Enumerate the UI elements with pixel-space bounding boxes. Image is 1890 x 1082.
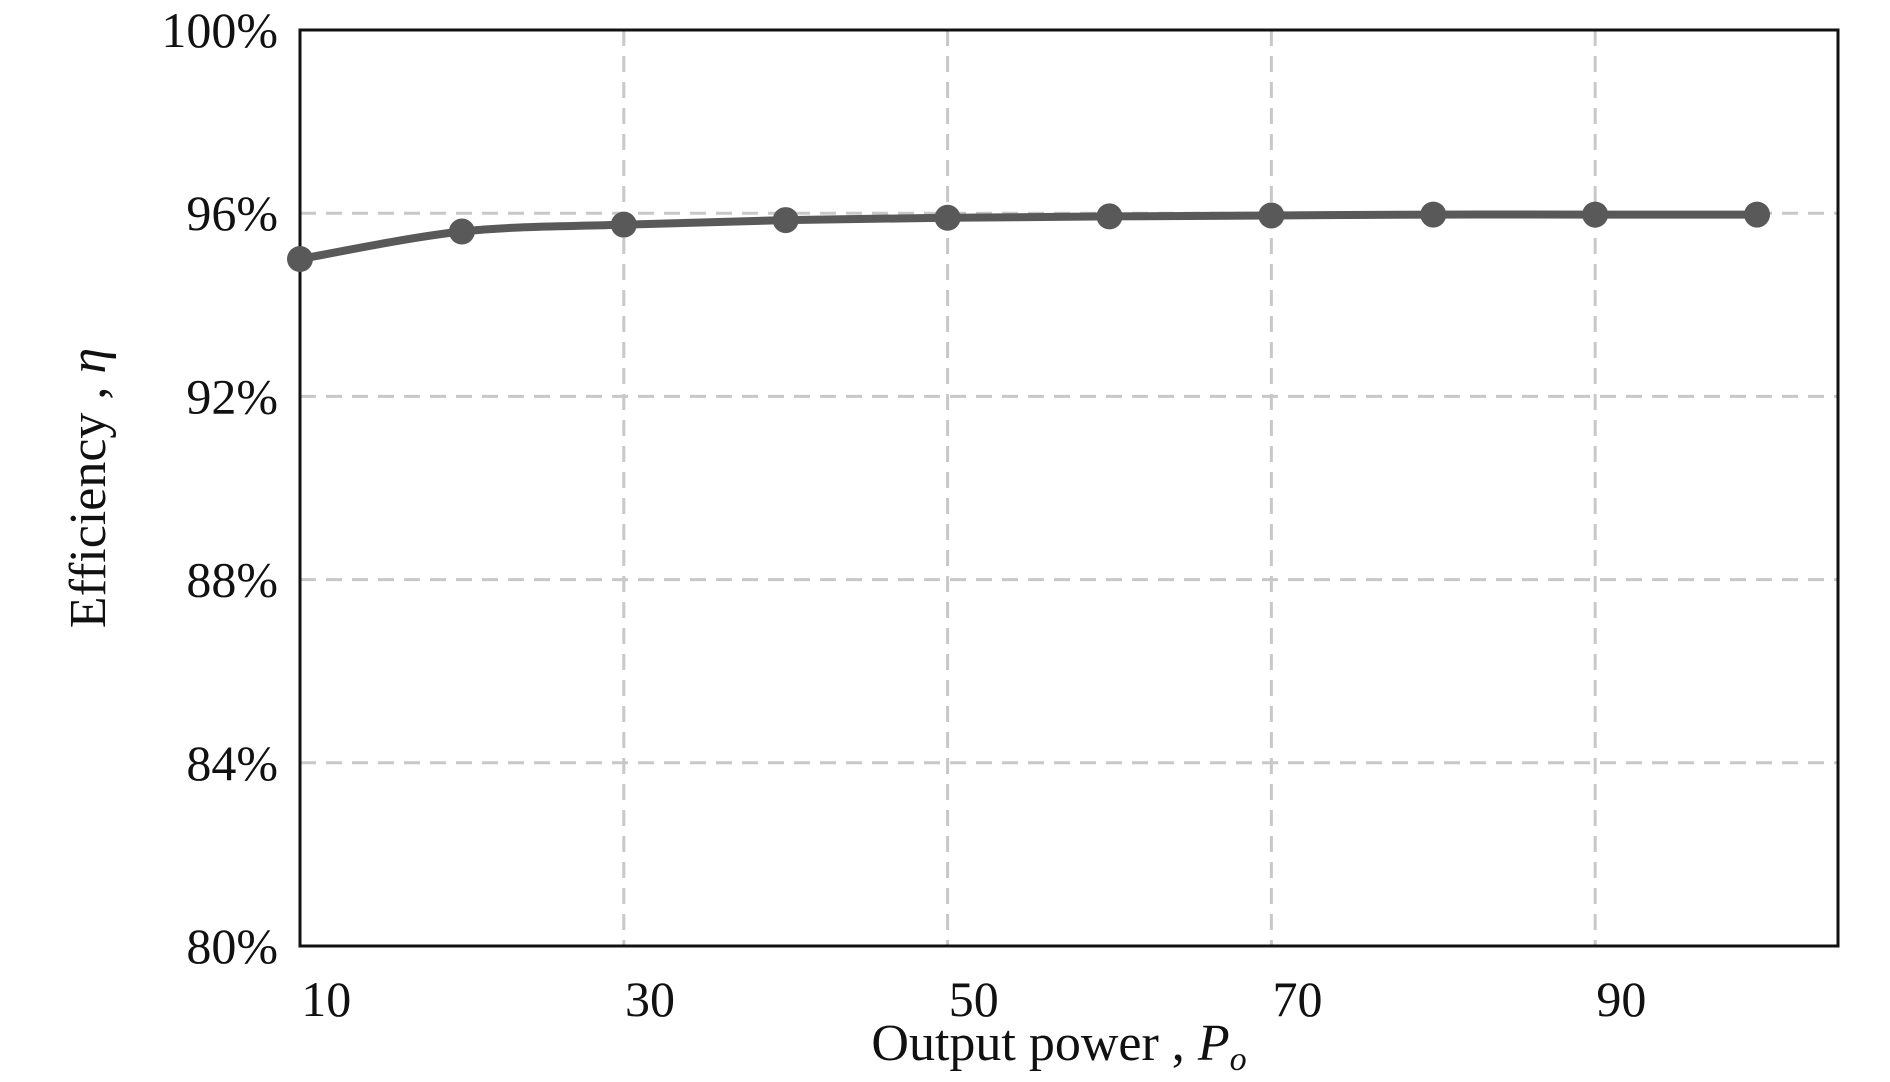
x-axis-symbol: P: [1197, 1015, 1230, 1072]
y-tick-label: 96%: [186, 185, 278, 241]
x-tick-label: 70: [1273, 971, 1323, 1027]
plot-frame: [298, 28, 1840, 948]
data-point: [772, 207, 799, 234]
grid-layer: [300, 30, 1838, 946]
data-point: [1744, 201, 1771, 228]
data-point: [287, 246, 313, 272]
x-axis-title-text: Output power ,: [871, 1015, 1197, 1072]
series-layer: [287, 201, 1771, 272]
y-axis-symbol: η: [60, 348, 117, 374]
x-tick-label: 10: [301, 971, 351, 1027]
y-tick-label: 100%: [161, 2, 278, 58]
y-axis-title: Efficiency , η: [60, 348, 117, 628]
x-tick-label: 50: [949, 971, 999, 1027]
x-tick-label: 90: [1596, 971, 1646, 1027]
series-line: [296, 210, 1762, 263]
y-tick-label: 88%: [186, 552, 278, 608]
tick-label-layer: 80% 84% 88% 92% 96% 100% 10 30 50 70 90: [161, 2, 1646, 1027]
y-tick-label: 84%: [186, 735, 278, 791]
data-point: [1420, 201, 1447, 228]
y-tick-label: 80%: [186, 918, 278, 974]
y-axis-title-text: Efficiency ,: [60, 374, 117, 629]
data-point: [1582, 201, 1609, 228]
x-axis-title: Output power , Po: [871, 1015, 1246, 1078]
data-point: [1258, 202, 1285, 229]
data-point: [1096, 203, 1123, 230]
data-point: [448, 218, 475, 245]
y-tick-label: 92%: [186, 368, 278, 424]
x-axis-symbol-subscript: o: [1230, 1041, 1247, 1078]
x-tick-label: 30: [625, 971, 675, 1027]
data-point: [610, 211, 637, 238]
data-point: [934, 204, 961, 231]
